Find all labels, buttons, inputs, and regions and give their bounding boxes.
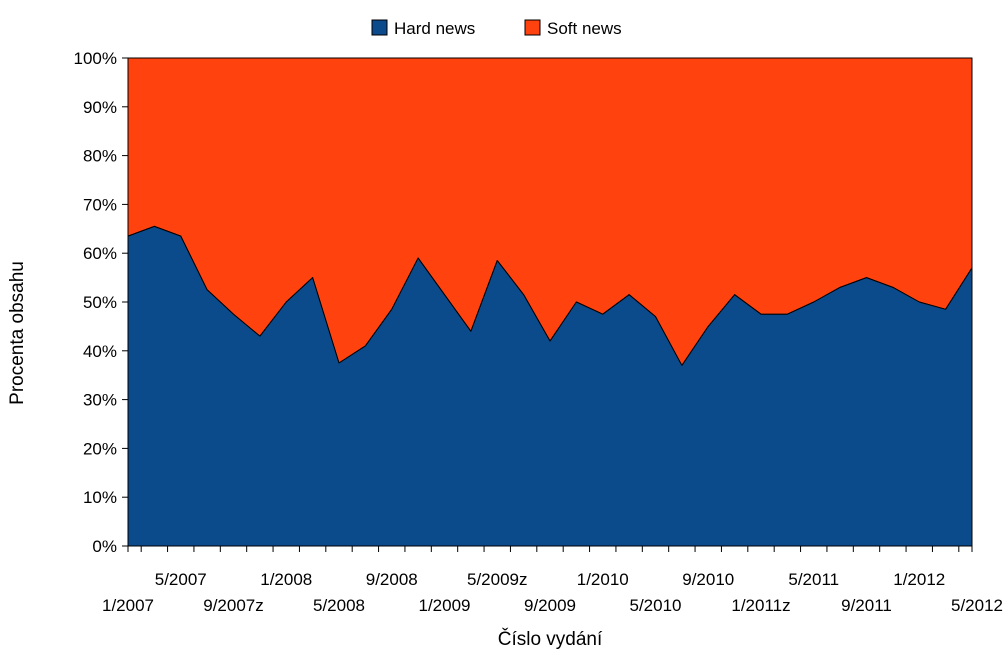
y-tick-label: 20%	[83, 439, 117, 458]
legend-label-hard-news: Hard news	[394, 19, 475, 38]
y-tick-label: 60%	[83, 244, 117, 263]
y-axis: 0% 10% 20% 30% 40% 50% 60% 70% 80% 90% 100%	[74, 49, 129, 556]
y-tick-label: 0%	[92, 537, 117, 556]
y-tick-label: 90%	[83, 98, 117, 117]
x-tick-label: 5/2011	[788, 570, 839, 589]
x-tick-label: 9/2008	[366, 570, 418, 589]
x-axis-title: Číslo vydání	[498, 628, 603, 650]
x-tick-label: 1/2008	[260, 570, 312, 589]
x-tick-label: 1/2007	[102, 596, 154, 615]
x-tick-label: 1/2012	[893, 570, 945, 589]
legend-swatch-soft-news	[524, 19, 541, 36]
x-tick-label: 1/2011z	[731, 596, 790, 615]
y-tick-label: 40%	[83, 342, 117, 361]
x-tick-label: 5/2008	[313, 596, 365, 615]
y-tick-label: 100%	[74, 49, 117, 68]
x-tick-label: 1/2010	[577, 570, 629, 589]
x-tick-label: 5/2009z	[467, 570, 528, 589]
x-tick-label: 9/2007z	[203, 596, 264, 615]
legend-label-soft-news: Soft news	[547, 19, 622, 38]
x-tick-label: 9/2010	[682, 570, 734, 589]
x-tick-label: 5/2007	[155, 570, 207, 589]
y-tick-label: 10%	[83, 488, 117, 507]
x-tick-label: 5/2012	[951, 596, 1003, 615]
plot-area	[127, 57, 973, 547]
x-tick-label: 9/2009	[524, 596, 576, 615]
x-axis: 5/2007 1/2008 9/2008 5/2009z 1/2010 9/2010 5/2…	[102, 545, 1003, 615]
y-tick-label: 70%	[83, 195, 117, 214]
y-tick-label: 30%	[83, 391, 117, 410]
legend-swatch-hard-news	[371, 19, 388, 36]
y-axis-title: Procenta obsahu	[7, 261, 28, 405]
x-tick-label: 5/2010	[630, 596, 682, 615]
x-tick-label: 9/2011	[841, 596, 892, 615]
legend: Hard news Soft news	[371, 19, 622, 38]
y-tick-label: 80%	[83, 147, 117, 166]
x-tick-label: 1/2009	[419, 596, 471, 615]
y-tick-label: 50%	[83, 293, 117, 312]
